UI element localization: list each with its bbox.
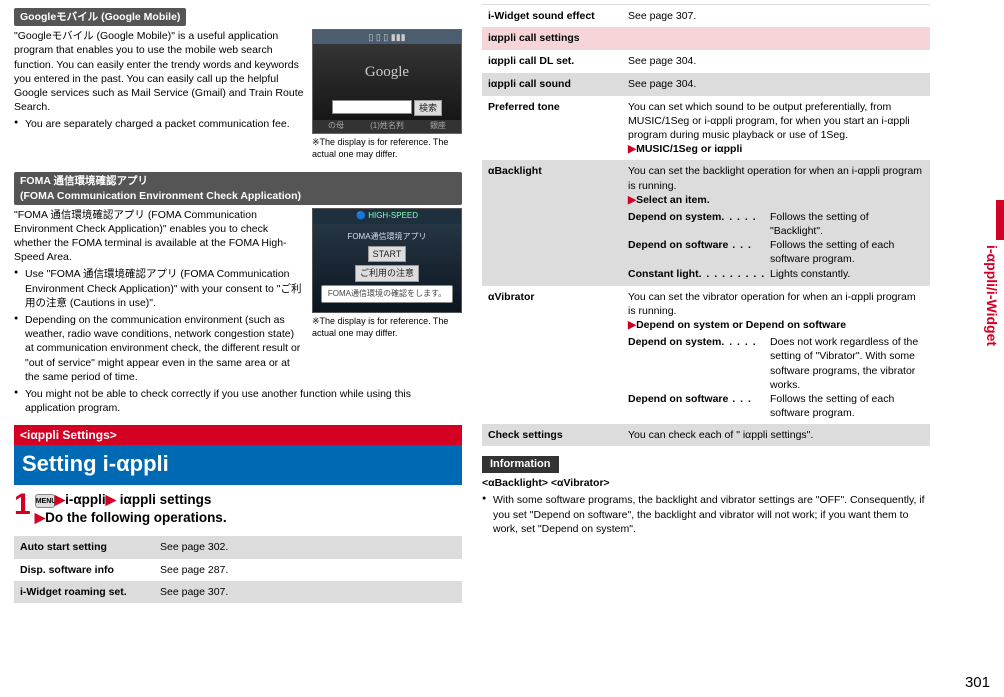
opt-val: Follows the setting of each software pro…: [770, 392, 924, 420]
info-body: With some software programs, the backlig…: [482, 493, 930, 536]
google-search-button: 検索: [414, 100, 442, 116]
google-block: "Googleモバイル (Google Mobile)" is a useful…: [14, 29, 462, 160]
right-column: i-Widget sound effectSee page 307. iαppl…: [472, 0, 944, 697]
side-tab-text: i-αppli/i-Widget: [982, 245, 1001, 346]
google-thumb-footer: の母 (1)姓名判 銀座: [313, 120, 461, 133]
setting-value: See page 304.: [622, 50, 930, 73]
tri-icon: ▶: [106, 492, 116, 507]
setting-sublabel: iαppli call DL set.: [482, 50, 622, 73]
section-foma-title: FOMA 通信環境確認アプリ (FOMA Communication Envir…: [14, 172, 462, 204]
page-number: 301: [965, 673, 990, 693]
check-label: Check settings: [482, 424, 622, 446]
step-text2: iαppli settings: [120, 492, 212, 507]
vibrator-text: You can set the vibrator operation for w…: [628, 291, 916, 317]
opt-key: Depend on system: [628, 211, 721, 223]
setting-label: i-Widget sound effect: [482, 5, 622, 28]
preferred-tone-body: You can set which sound to be output pre…: [622, 95, 930, 160]
setting-value: See page 304.: [622, 73, 930, 96]
info-sub: <αBacklight> <αVibrator>: [482, 476, 930, 490]
step-body: MENU▶i-αppli▶ iαppli settings ▶Do the fo…: [35, 491, 227, 527]
left-column: Googleモバイル (Google Mobile) "Googleモバイル (…: [0, 0, 472, 697]
opt-val: Follows the setting of each software pro…: [770, 238, 924, 266]
setting-label: Auto start setting: [14, 536, 154, 559]
foma-b3: You might not be able to check correctly…: [14, 387, 462, 415]
backlight-text: You can set the backlight operation for …: [628, 165, 922, 191]
blue-title: Setting i-αppli: [14, 445, 462, 485]
tri-icon: ▶: [55, 492, 65, 507]
foma-body: "FOMA 通信環境確認アプリ (FOMA Communication Envi…: [14, 208, 304, 265]
setting-group-label: iαppli call settings: [482, 27, 930, 50]
foma-b1: Use "FOMA 通信環境確認アプリ (FOMA Communication …: [14, 267, 304, 310]
menu-key-icon: MENU: [35, 494, 55, 508]
check-body: You can check each of " iαppli settings"…: [622, 424, 930, 446]
foma-start-btn: START: [368, 246, 407, 262]
opt-key: Constant light: [628, 268, 699, 280]
opt-dots: . . . . .: [721, 211, 756, 223]
foma-title-en: (FOMA Communication Environment Check Ap…: [20, 189, 456, 203]
google-thumb: ▯ ▯ ▯ ▮▮▮ Google 検索 の母 (1)姓名判 銀座: [312, 29, 462, 134]
tri-icon: ▶: [35, 510, 45, 525]
vibrator-body: You can set the vibrator operation for w…: [622, 285, 930, 424]
step-num: 1: [14, 491, 31, 518]
google-search-field: [332, 100, 412, 114]
setting-value: See page 287.: [154, 558, 462, 581]
opt-dots: . . .: [728, 393, 752, 405]
red-section-bar: <iαppli Settings>: [14, 425, 462, 445]
preferred-opt: MUSIC/1Seg or iαppli: [636, 143, 742, 155]
tri-icon: ▶: [628, 143, 636, 155]
step-text1: i-αppli: [65, 492, 106, 507]
google-thumb-box: ▯ ▯ ▯ ▮▮▮ Google 検索 の母 (1)姓名判 銀座 ※The di…: [312, 29, 462, 160]
footer-item: 銀座: [430, 121, 446, 132]
foma-app-name: FOMA通信環境アプリ: [347, 232, 426, 243]
foma-caution-btn: ご利用の注意: [355, 265, 419, 281]
right-settings-table: i-Widget sound effectSee page 307. iαppl…: [482, 4, 930, 446]
google-body: "Googleモバイル (Google Mobile)" is a useful…: [14, 29, 304, 114]
foma-block: "FOMA 通信環境確認アプリ (FOMA Communication Envi…: [14, 208, 462, 384]
footer-item: (1)姓名判: [370, 121, 404, 132]
opt-val: Lights constantly.: [770, 267, 850, 281]
backlight-label: αBacklight: [482, 160, 622, 285]
opt-dots: . . . . . . . . .: [699, 268, 766, 280]
side-tab: i-αppli/i-Widget: [982, 200, 1004, 420]
foma-b2: Depending on the communication environme…: [14, 313, 304, 384]
left-settings-table: Auto start settingSee page 302. Disp. so…: [14, 536, 462, 604]
setting-value: See page 302.: [154, 536, 462, 559]
setting-label: i-Widget roaming set.: [14, 581, 154, 603]
opt-dots: . . .: [728, 239, 752, 251]
backlight-select: Select an item.: [636, 194, 710, 206]
section-google-title: Googleモバイル (Google Mobile): [14, 8, 186, 26]
opt-key: Depend on system: [628, 336, 721, 348]
side-red-mark: [996, 200, 1004, 240]
opt-key: Depend on software: [628, 393, 728, 405]
tri-icon: ▶: [628, 194, 636, 206]
setting-sublabel: iαppli call sound: [482, 73, 622, 96]
foma-title-jp: FOMA 通信環境確認アプリ: [20, 174, 456, 188]
opt-dots: . . . . .: [721, 336, 756, 348]
google-brand: Google: [365, 62, 409, 82]
opt-key: Depend on software: [628, 239, 728, 251]
preferred-tone-label: Preferred tone: [482, 95, 622, 160]
info-header: Information: [482, 456, 559, 473]
google-thumb-caption: ※The display is for reference. The actua…: [312, 136, 462, 160]
foma-thumb: 🔵 HIGH-SPEED FOMA通信環境アプリ START ご利用の注意 FO…: [312, 208, 462, 313]
tri-icon: ▶: [628, 319, 636, 331]
setting-label: Disp. software info: [14, 558, 154, 581]
vibrator-label: αVibrator: [482, 285, 622, 424]
setting-value: See page 307.: [154, 581, 462, 603]
foma-wbox: FOMA通信環境の確認をします。: [321, 285, 453, 303]
backlight-body: You can set the backlight operation for …: [622, 160, 930, 285]
vibrator-select: Depend on system or Depend on software: [636, 319, 846, 331]
thumb-status-icons: ▯ ▯ ▯ ▮▮▮: [313, 30, 461, 44]
opt-val: Follows the setting of "Backlight".: [770, 210, 924, 238]
setting-value: See page 307.: [622, 5, 930, 28]
footer-item: の母: [328, 121, 344, 132]
foma-highspeed: 🔵 HIGH-SPEED: [313, 209, 461, 224]
foma-thumb-box: 🔵 HIGH-SPEED FOMA通信環境アプリ START ご利用の注意 FO…: [312, 208, 462, 384]
step-1: 1 MENU▶i-αppli▶ iαppli settings ▶Do the …: [14, 491, 462, 527]
step-text3: Do the following operations.: [45, 510, 227, 525]
foma-thumb-caption: ※The display is for reference. The actua…: [312, 315, 462, 339]
opt-val: Does not work regardless of the setting …: [770, 335, 924, 392]
google-bullet: You are separately charged a packet comm…: [14, 117, 304, 131]
preferred-text: You can set which sound to be output pre…: [628, 101, 910, 141]
